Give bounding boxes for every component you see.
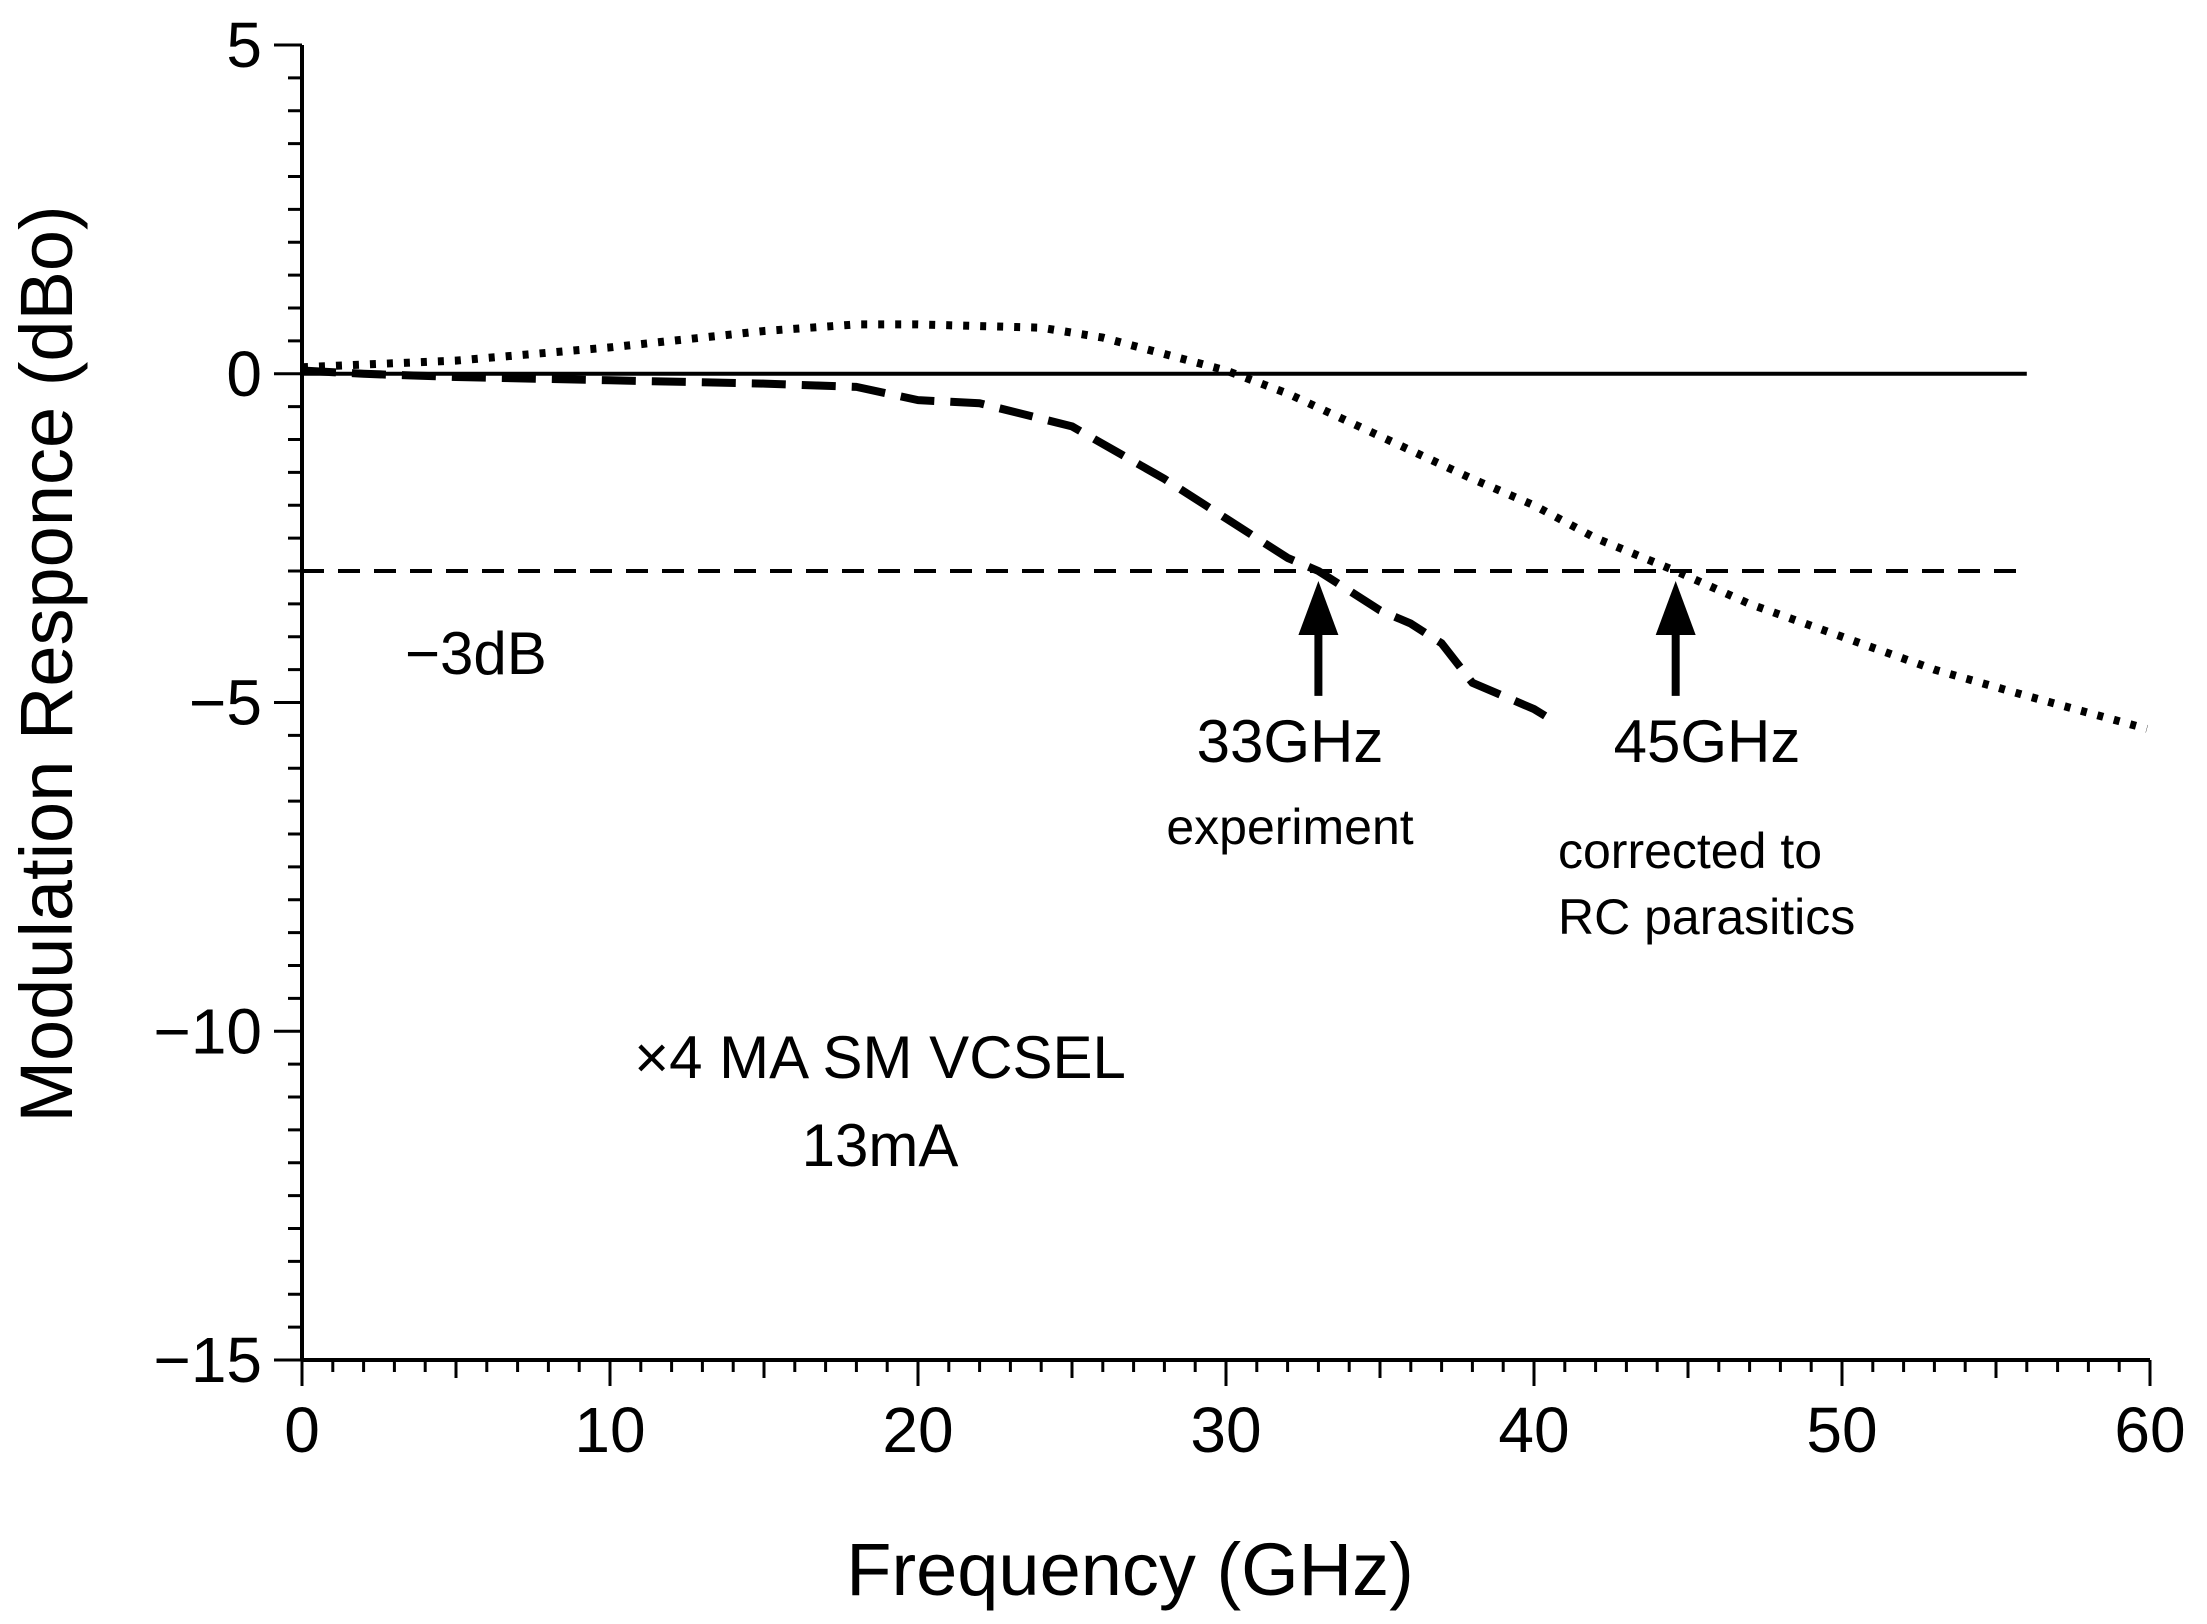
x-tick-label: 10 bbox=[574, 1394, 645, 1466]
x-tick-label: 30 bbox=[1190, 1394, 1261, 1466]
arrowhead-f45 bbox=[1655, 581, 1696, 635]
y-tick-label: 0 bbox=[226, 338, 262, 410]
annotation-45ghz: 45GHz bbox=[1614, 708, 1801, 775]
y-axis-label: Modulation Responce (dBo) bbox=[5, 205, 88, 1122]
x-tick-label: 40 bbox=[1498, 1394, 1569, 1466]
x-tick-label: 0 bbox=[284, 1394, 320, 1466]
arrowhead-f33 bbox=[1298, 581, 1339, 635]
y-tick-label: −10 bbox=[153, 995, 262, 1067]
x-axis-label: Frequency (GHz) bbox=[846, 1528, 1413, 1611]
annotation-experiment: experiment bbox=[1166, 799, 1413, 855]
x-tick-label: 60 bbox=[2114, 1394, 2185, 1466]
x-tick-label: 20 bbox=[882, 1394, 953, 1466]
annotation-corrected-to: corrected to bbox=[1558, 823, 1822, 879]
y-tick-label: −5 bbox=[189, 667, 262, 739]
corrected-response-curve bbox=[301, 320, 2148, 733]
x-tick-label: 50 bbox=[1806, 1394, 1877, 1466]
minus-3db-label: −3dB bbox=[405, 620, 547, 687]
reference-lines bbox=[302, 371, 2027, 573]
series-layer bbox=[301, 320, 2148, 733]
annotation-device: ×4 MA SM VCSEL bbox=[634, 1024, 1126, 1091]
axes bbox=[300, 45, 2150, 1362]
experiment-response-curve bbox=[301, 366, 1558, 726]
y-tick-label: −15 bbox=[153, 1324, 262, 1396]
annotation-rc-parasitics: RC parasitics bbox=[1558, 889, 1855, 945]
annotation-current: 13mA bbox=[802, 1112, 959, 1179]
annotation-33ghz: 33GHz bbox=[1197, 708, 1384, 775]
annotations bbox=[1298, 581, 1696, 696]
y-tick-label: 5 bbox=[226, 9, 262, 81]
